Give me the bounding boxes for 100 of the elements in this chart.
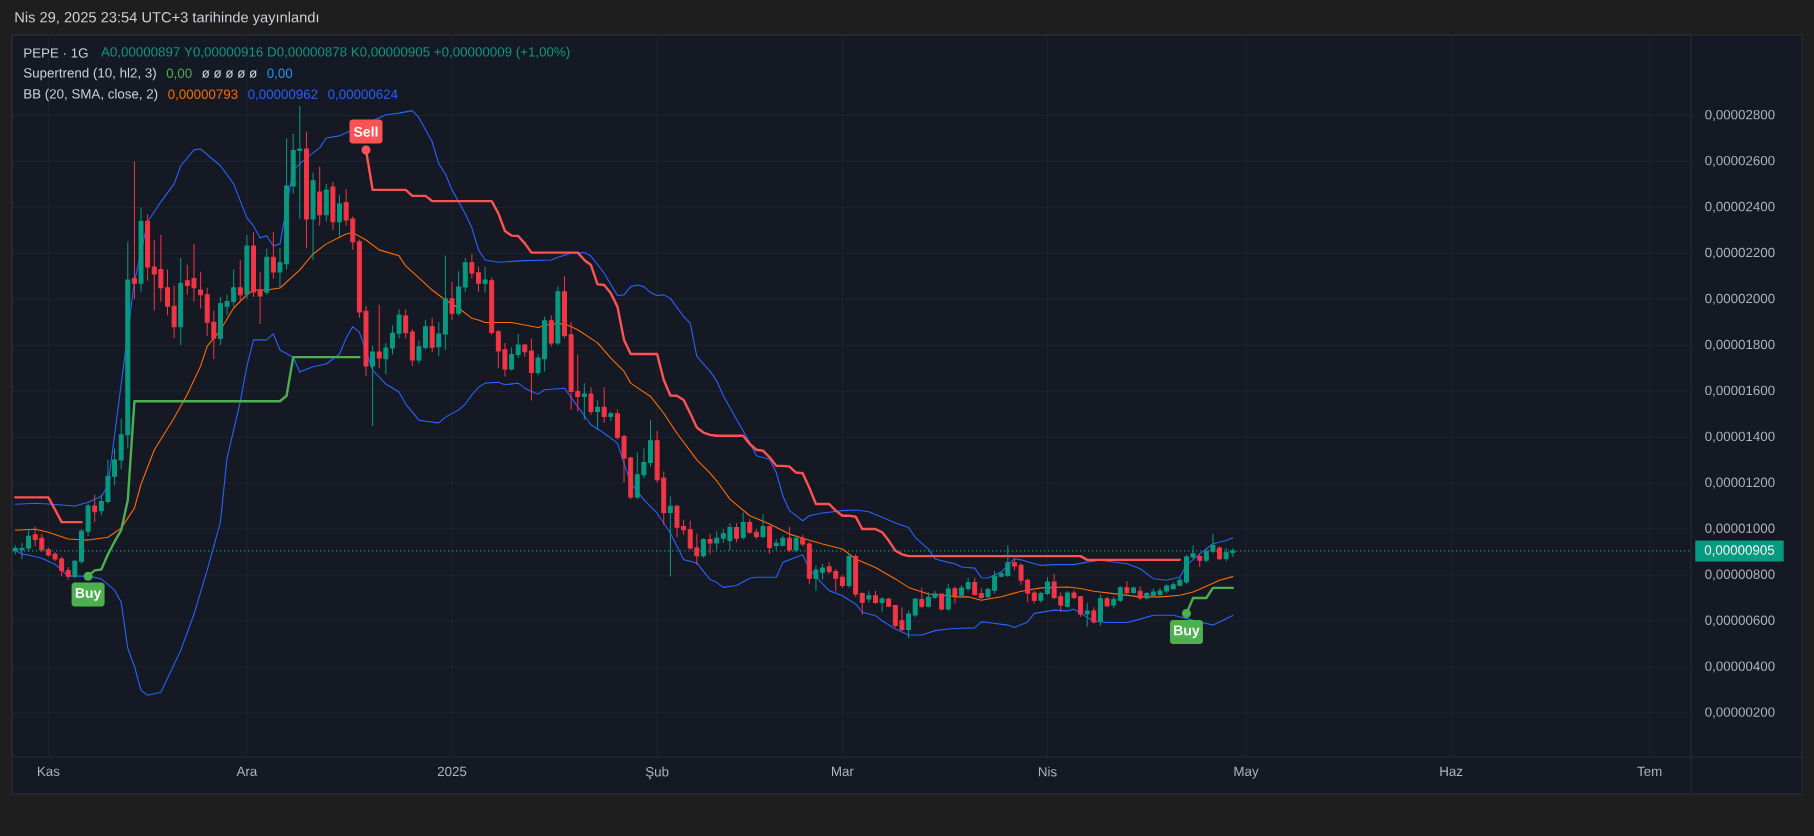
candlestick <box>714 530 720 551</box>
candlestick <box>323 183 329 222</box>
candlestick <box>767 525 773 555</box>
candlestick <box>939 592 945 612</box>
line-series <box>14 232 1234 601</box>
x-tick-label: 2025 <box>437 766 467 777</box>
y-tick-label: 0,00001600 <box>1705 385 1775 397</box>
point <box>1181 609 1191 619</box>
point <box>83 571 93 581</box>
candlestick <box>337 194 343 239</box>
candlestick <box>800 534 806 547</box>
candlestick <box>667 495 673 577</box>
x-tick-label: Mar <box>832 766 854 777</box>
text: Nis 29, 2025 23:54 UTC+3 tarihinde yayınlandı <box>15 11 319 26</box>
y-tick-label: 0,00001200 <box>1705 477 1775 489</box>
x-tick-label: Tem <box>1637 766 1662 777</box>
candlestick <box>462 257 468 293</box>
candlestick <box>595 399 601 431</box>
candlestick <box>264 248 270 296</box>
x-tick-label: Kas <box>37 766 60 777</box>
candlestick <box>919 586 925 609</box>
candlestick <box>303 131 309 249</box>
candlestick <box>1091 606 1097 624</box>
candlestick <box>1064 590 1070 608</box>
ref-line-label: 0,00000905 <box>1704 545 1775 557</box>
candlestick <box>178 257 184 346</box>
candlestick <box>740 512 746 540</box>
text: A0,00000897 Y0,00000916 D0,00000878 K0,00000905 +0,00000009 (+1,00%) <box>101 46 570 60</box>
candlestick <box>244 234 250 300</box>
candlestick <box>522 343 528 358</box>
candlestick <box>707 533 713 555</box>
candlestick <box>429 317 435 353</box>
candlestick <box>1117 585 1123 603</box>
candlestick <box>1131 585 1137 594</box>
candlestick <box>872 590 878 605</box>
x-tick-label: Haz <box>1440 766 1463 777</box>
candlestick <box>760 513 766 539</box>
candlestick <box>442 255 448 351</box>
candlestick <box>1111 596 1117 609</box>
y-tick-label: 0,00000200 <box>1705 707 1775 719</box>
annotation: 0,00000962 <box>248 89 318 101</box>
point <box>361 145 371 155</box>
candlestick <box>859 591 865 616</box>
candlestick <box>131 160 137 300</box>
text: PEPE · 1G <box>24 48 88 58</box>
annotation: BB (20, SMA, close, 2) <box>24 88 158 102</box>
candlestick <box>786 526 792 553</box>
candlestick <box>747 518 753 535</box>
candlestick <box>886 597 892 608</box>
x-tick-label: Nis <box>1038 766 1057 777</box>
candlestick <box>376 304 382 369</box>
candlestick <box>1137 585 1143 601</box>
annotation: Buy <box>1174 625 1200 639</box>
annotation: 0,00 <box>166 68 192 80</box>
candlestick <box>853 553 859 598</box>
candlestick <box>145 213 151 282</box>
candlestick <box>72 559 78 579</box>
line-series <box>14 110 1234 581</box>
candlestick <box>581 382 587 421</box>
annotation: 0,00 <box>267 68 293 80</box>
x-tick-label: Ara <box>236 766 258 777</box>
candlestick <box>489 276 495 336</box>
candlestick <box>383 342 389 375</box>
y-tick-label: 0,00002000 <box>1705 293 1775 305</box>
candlestick <box>528 338 534 402</box>
candlestick <box>839 574 845 589</box>
x-tick-label: Şub <box>645 766 669 780</box>
y-tick-label: 0,00001800 <box>1705 339 1775 351</box>
annotation: Supertrend (10, hl2, 3) <box>23 67 156 81</box>
candlestick <box>879 596 885 613</box>
y-tick-label: 0,00002200 <box>1705 247 1775 259</box>
y-tick-label: 0,00000800 <box>1705 569 1775 581</box>
candlestick <box>436 321 442 357</box>
candlestick <box>608 411 614 422</box>
y-tick-label: 0,00002800 <box>1705 109 1775 121</box>
candlestick <box>449 281 455 321</box>
y-tick-label: 0,00001000 <box>1705 523 1775 535</box>
candlestick <box>753 528 759 540</box>
candlestick <box>1031 590 1037 604</box>
candlestick <box>310 172 316 261</box>
x-tick-label: May <box>1234 766 1259 779</box>
annotation: ø ø ø ø ø <box>201 70 257 78</box>
candlestick <box>1124 580 1130 596</box>
candlestick <box>1144 591 1150 600</box>
candlestick <box>469 253 475 280</box>
candlestick <box>866 590 872 604</box>
y-tick-label: 0,00002600 <box>1705 155 1775 167</box>
candlestick <box>317 166 323 227</box>
candlestick <box>198 271 204 309</box>
annotation: Sell <box>353 126 378 137</box>
candlestick <box>906 610 912 639</box>
candlestick <box>945 583 951 612</box>
y-tick-label: 0,00000600 <box>1705 615 1775 627</box>
candlestick <box>1104 596 1110 608</box>
candlestick <box>972 577 978 597</box>
candlestick <box>846 553 852 589</box>
annotation: Buy <box>75 588 102 601</box>
candlestick <box>270 231 276 280</box>
candlestick <box>65 566 71 581</box>
candlestick <box>952 585 958 604</box>
